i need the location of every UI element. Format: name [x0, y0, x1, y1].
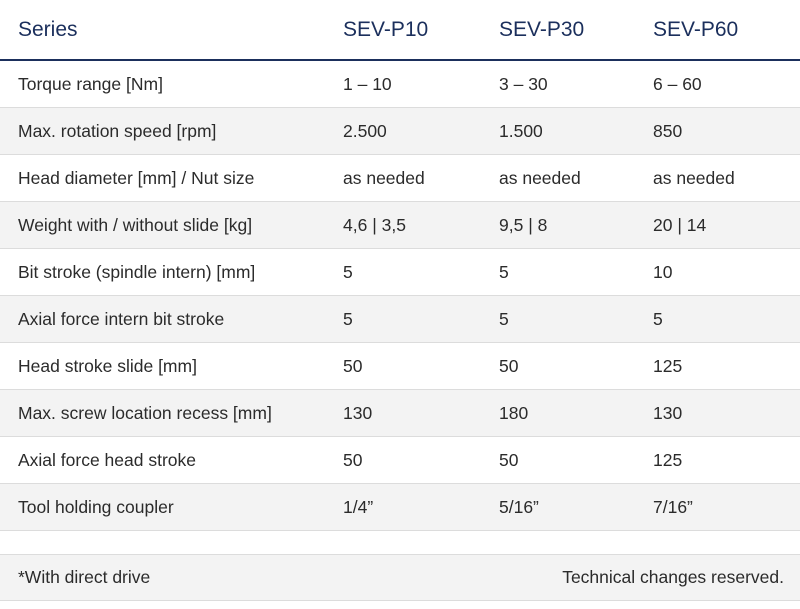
row-value: 10 [653, 261, 673, 282]
table-row: Weight with / without slide [kg] 4,6 | 3… [0, 202, 800, 249]
row-value: 50 [499, 355, 519, 376]
row-value: 125 [653, 355, 683, 376]
row-label: Tool holding coupler [18, 496, 174, 517]
row-value: 2.500 [343, 120, 387, 141]
row-value: 5 [343, 308, 353, 329]
model-header-sev-p10: SEV-P10 [343, 17, 429, 41]
row-value: 3 – 30 [499, 73, 548, 94]
row-value: as needed [343, 167, 425, 188]
table-row: Max. screw location recess [mm] 130 180 … [0, 390, 800, 437]
table-row: Head diameter [mm] / Nut size as needed … [0, 155, 800, 202]
table-header: Series SEV-P10 SEV-P30 SEV-P60 [0, 0, 800, 61]
table-row: Torque range [Nm] 1 – 10 3 – 30 6 – 60 [0, 61, 800, 108]
footnote-direct-drive: *With direct drive [18, 567, 151, 587]
row-value: 125 [653, 449, 683, 470]
row-value: 20 | 14 [653, 214, 707, 235]
row-value: 9,5 | 8 [499, 214, 548, 235]
row-label: Axial force head stroke [18, 449, 197, 470]
table-row: Bit stroke (spindle intern) [mm] 5 5 10 [0, 249, 800, 296]
row-value: 5 [499, 308, 509, 329]
row-label: Bit stroke (spindle intern) [mm] [18, 261, 256, 282]
row-label: Head stroke slide [mm] [18, 355, 197, 376]
table-row: Head stroke slide [mm] 50 50 125 [0, 343, 800, 390]
row-value: 5 [343, 261, 353, 282]
row-label: Max. rotation speed [rpm] [18, 120, 217, 141]
table-row: Axial force intern bit stroke 5 5 5 [0, 296, 800, 343]
row-value: 130 [343, 402, 373, 423]
row-value: 50 [343, 449, 363, 470]
row-value: 5 [499, 261, 509, 282]
table-footer: *With direct drive Technical changes res… [0, 554, 800, 601]
row-label: Weight with / without slide [kg] [18, 214, 253, 235]
model-header-sev-p30: SEV-P30 [499, 17, 585, 41]
row-value: 4,6 | 3,5 [343, 214, 406, 235]
row-value: 6 – 60 [653, 73, 702, 94]
row-value: 1.500 [499, 120, 543, 141]
row-label: Max. screw location recess [mm] [18, 402, 272, 423]
row-label: Torque range [Nm] [18, 73, 163, 94]
table-row: Max. rotation speed [rpm] 2.500 1.500 85… [0, 108, 800, 155]
row-value: as needed [499, 167, 581, 188]
row-value: 7/16” [653, 496, 693, 517]
row-value: 1 – 10 [343, 73, 392, 94]
row-value: 130 [653, 402, 683, 423]
row-value: as needed [653, 167, 735, 188]
row-value: 5 [653, 308, 663, 329]
row-value: 5/16” [499, 496, 539, 517]
model-header-sev-p60: SEV-P60 [653, 17, 739, 41]
row-value: 50 [499, 449, 519, 470]
series-header: Series [18, 17, 78, 41]
table-spacer [0, 531, 800, 554]
row-value: 50 [343, 355, 363, 376]
footnote-technical-changes: Technical changes reserved. [562, 567, 784, 587]
row-label: Axial force intern bit stroke [18, 308, 225, 329]
row-value: 850 [653, 120, 683, 141]
row-label: Head diameter [mm] / Nut size [18, 167, 255, 188]
table-row: Axial force head stroke 50 50 125 [0, 437, 800, 484]
row-value: 1/4” [343, 496, 374, 517]
row-value: 180 [499, 402, 529, 423]
table-row: Tool holding coupler 1/4” 5/16” 7/16” [0, 484, 800, 531]
